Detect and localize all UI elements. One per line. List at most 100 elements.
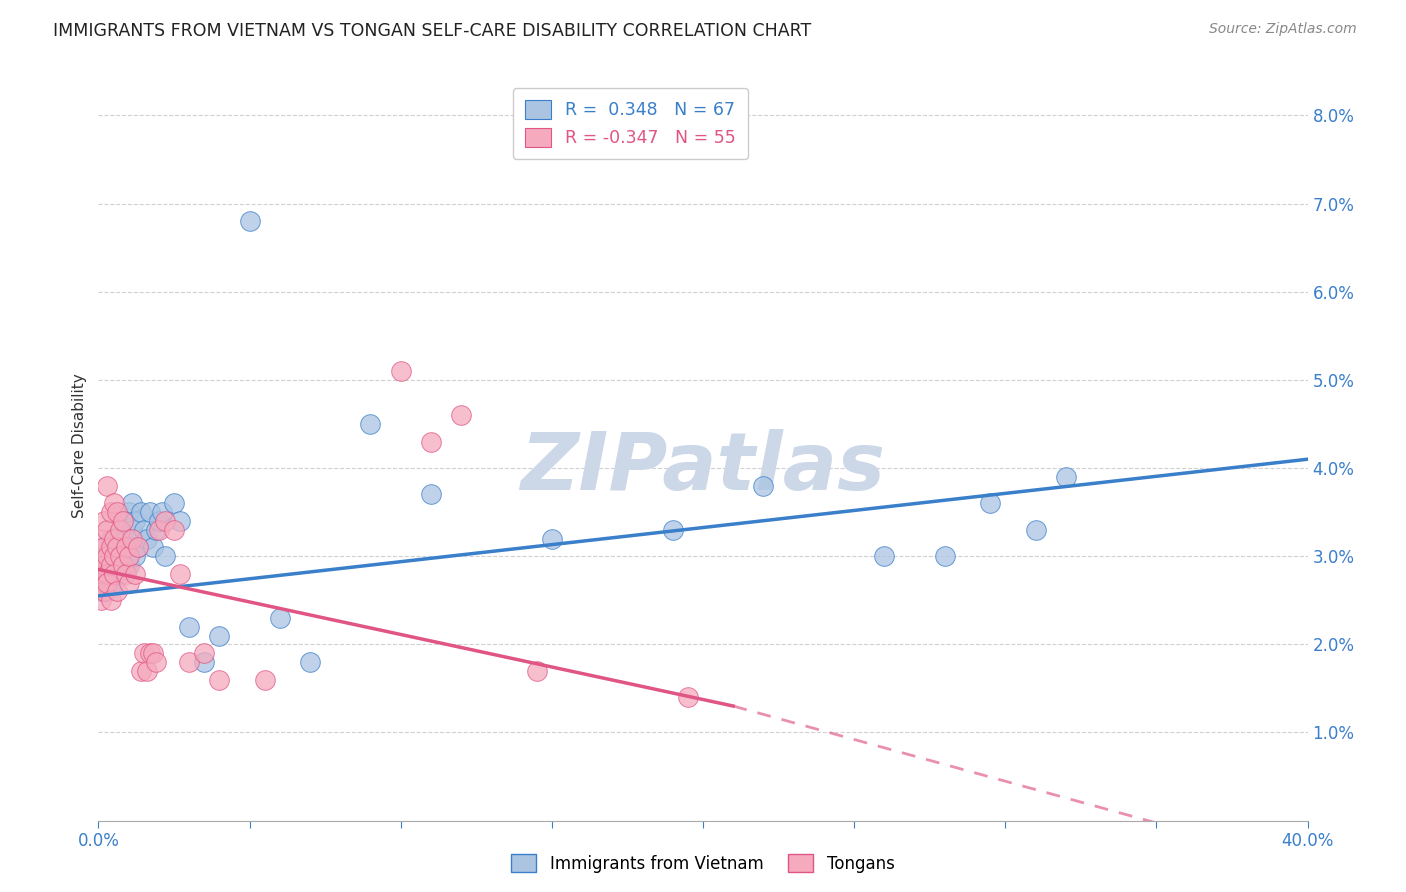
Point bbox=[96, 584, 118, 599]
Point bbox=[142, 541, 165, 555]
Point bbox=[139, 646, 162, 660]
Point bbox=[193, 655, 215, 669]
Point bbox=[118, 575, 141, 590]
Point bbox=[100, 558, 122, 572]
Point bbox=[124, 566, 146, 581]
Point bbox=[103, 549, 125, 564]
Point bbox=[208, 673, 231, 687]
Point bbox=[124, 549, 146, 564]
Point bbox=[129, 664, 152, 678]
Y-axis label: Self-Care Disability: Self-Care Disability bbox=[72, 374, 87, 518]
Point bbox=[148, 523, 170, 537]
Point bbox=[114, 532, 136, 546]
Point bbox=[179, 620, 201, 634]
Point bbox=[93, 541, 115, 555]
Point bbox=[111, 558, 134, 572]
Point bbox=[389, 364, 412, 378]
Point bbox=[163, 523, 186, 537]
Point bbox=[93, 575, 115, 590]
Point bbox=[193, 646, 215, 660]
Point bbox=[100, 575, 122, 590]
Point bbox=[1054, 470, 1077, 484]
Point bbox=[450, 408, 472, 422]
Point bbox=[96, 566, 118, 581]
Point bbox=[105, 505, 128, 519]
Legend: Immigrants from Vietnam, Tongans: Immigrants from Vietnam, Tongans bbox=[505, 847, 901, 880]
Point bbox=[420, 487, 443, 501]
Point bbox=[118, 541, 141, 555]
Point bbox=[96, 575, 118, 590]
Point bbox=[239, 214, 262, 228]
Point bbox=[121, 496, 143, 510]
Point bbox=[145, 523, 167, 537]
Point bbox=[118, 558, 141, 572]
Point bbox=[253, 673, 276, 687]
Point bbox=[142, 646, 165, 660]
Point bbox=[103, 549, 125, 564]
Point bbox=[121, 523, 143, 537]
Point bbox=[93, 558, 115, 572]
Point bbox=[93, 584, 115, 599]
Point bbox=[127, 541, 149, 555]
Point bbox=[145, 655, 167, 669]
Text: ZIPatlas: ZIPatlas bbox=[520, 429, 886, 508]
Point bbox=[111, 514, 134, 528]
Point bbox=[540, 532, 562, 546]
Point bbox=[93, 584, 115, 599]
Point bbox=[103, 532, 125, 546]
Point bbox=[93, 514, 115, 528]
Point bbox=[105, 584, 128, 599]
Point bbox=[90, 532, 112, 546]
Point bbox=[118, 549, 141, 564]
Point bbox=[108, 566, 131, 581]
Point bbox=[103, 541, 125, 555]
Point bbox=[90, 549, 112, 564]
Point bbox=[96, 558, 118, 572]
Point bbox=[108, 549, 131, 564]
Point bbox=[360, 417, 382, 431]
Legend: R =  0.348   N = 67, R = -0.347   N = 55: R = 0.348 N = 67, R = -0.347 N = 55 bbox=[513, 87, 748, 159]
Point bbox=[169, 566, 191, 581]
Point bbox=[129, 505, 152, 519]
Point bbox=[153, 514, 176, 528]
Text: IMMIGRANTS FROM VIETNAM VS TONGAN SELF-CARE DISABILITY CORRELATION CHART: IMMIGRANTS FROM VIETNAM VS TONGAN SELF-C… bbox=[53, 22, 811, 40]
Text: Source: ZipAtlas.com: Source: ZipAtlas.com bbox=[1209, 22, 1357, 37]
Point bbox=[100, 593, 122, 607]
Point bbox=[121, 532, 143, 546]
Point bbox=[105, 541, 128, 555]
Point bbox=[105, 532, 128, 546]
Point bbox=[269, 611, 291, 625]
Point bbox=[100, 505, 122, 519]
Point bbox=[135, 532, 157, 546]
Point bbox=[169, 514, 191, 528]
Point bbox=[111, 541, 134, 555]
Point bbox=[163, 496, 186, 510]
Point bbox=[96, 549, 118, 564]
Point bbox=[873, 549, 896, 564]
Point bbox=[93, 549, 115, 564]
Point bbox=[96, 478, 118, 492]
Point bbox=[90, 558, 112, 572]
Point bbox=[96, 549, 118, 564]
Point bbox=[124, 514, 146, 528]
Point bbox=[105, 541, 128, 555]
Point bbox=[103, 558, 125, 572]
Point bbox=[676, 690, 699, 705]
Point bbox=[135, 664, 157, 678]
Point bbox=[114, 541, 136, 555]
Point bbox=[100, 549, 122, 564]
Point bbox=[111, 558, 134, 572]
Point bbox=[150, 505, 173, 519]
Point bbox=[299, 655, 322, 669]
Point bbox=[100, 541, 122, 555]
Point bbox=[979, 496, 1001, 510]
Point bbox=[118, 505, 141, 519]
Point bbox=[752, 478, 775, 492]
Point bbox=[103, 566, 125, 581]
Point bbox=[148, 514, 170, 528]
Point bbox=[139, 505, 162, 519]
Point bbox=[96, 566, 118, 581]
Point bbox=[127, 541, 149, 555]
Point bbox=[208, 628, 231, 642]
Point bbox=[114, 558, 136, 572]
